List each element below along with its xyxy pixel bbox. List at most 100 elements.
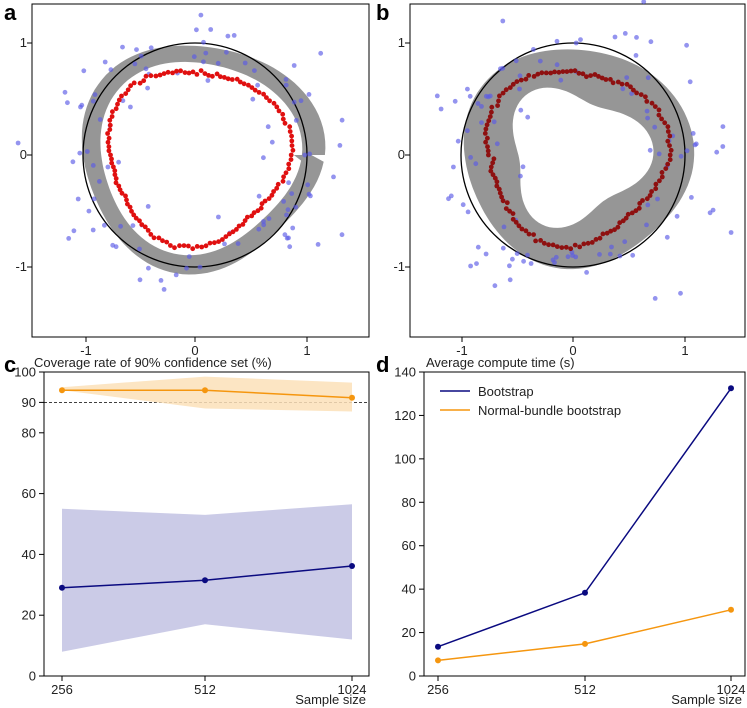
panel-a-xtick-1: 1: [303, 343, 310, 358]
pc-plot-band-1: [62, 376, 352, 412]
pa-sample-point: [137, 246, 142, 252]
pb-estimate-point: [507, 85, 513, 90]
pb-sample-point: [645, 202, 651, 208]
pa-sample-point: [291, 99, 297, 105]
pa-estimate-point: [218, 74, 223, 80]
pa-estimate-point: [128, 83, 134, 89]
pb-estimate-point: [500, 198, 506, 204]
pb-sample-point: [475, 244, 481, 250]
pb-sample-point: [645, 115, 650, 121]
pa-sample-point: [105, 164, 111, 170]
pb-estimate-point: [647, 193, 653, 198]
pa-sample-point: [306, 191, 312, 197]
pb-estimate-point: [659, 170, 665, 175]
pb-sample-point: [487, 93, 493, 99]
panel-d: d Average compute time (s) 0 20 40 60 80 100 1…: [376, 352, 746, 707]
pa-estimate-point: [160, 238, 165, 244]
pb-estimate-point: [597, 235, 603, 241]
pb-estimate-point: [649, 189, 654, 194]
pa-sample-point: [293, 204, 299, 210]
pa-estimate-point: [112, 172, 118, 178]
pa-sample-point: [281, 199, 286, 204]
panel-d-plot: 0 20 40 60 80 100 120 140 256 512 1024: [394, 365, 745, 698]
pa-sample-point: [137, 277, 143, 283]
pb-estimate-point: [526, 231, 532, 237]
pa-estimate-point: [220, 237, 225, 242]
pa-estimate-point: [123, 193, 128, 199]
pb-estimate-point: [497, 93, 502, 99]
pb-estimate-point: [572, 68, 578, 74]
pb-estimate-point: [510, 211, 516, 217]
pb-estimate-point: [490, 160, 496, 166]
pa-sample-point: [62, 89, 68, 95]
pb-sample-point: [452, 98, 458, 104]
pa-estimate-point: [237, 79, 243, 85]
pd-plot-series-point-0: [582, 589, 588, 596]
pd-plot-ytick-label: 80: [402, 495, 416, 510]
pb-sample-point: [578, 37, 583, 42]
pa-sample-point: [225, 33, 231, 39]
pa-sample-point: [331, 174, 336, 180]
pa-estimate-point: [281, 174, 286, 180]
pa-sample-point: [81, 68, 87, 74]
pa-sample-point: [108, 67, 114, 73]
panel-b-ytick-0: 0: [398, 147, 405, 162]
pb-estimate-point: [608, 77, 613, 82]
pa-estimate-point: [186, 70, 192, 76]
pa-sample-point: [298, 98, 304, 104]
pa-estimate-point: [119, 93, 124, 99]
pa-sample-point: [65, 100, 70, 106]
pa-estimate-point: [119, 190, 125, 196]
pb-estimate-point: [486, 152, 491, 158]
pa-sample-point: [306, 92, 312, 97]
pb-estimate-point: [667, 152, 673, 158]
pb-estimate-point: [596, 74, 601, 79]
pb-estimate-point: [488, 164, 494, 170]
pc-plot-ytick-label: 20: [22, 608, 36, 623]
pb-sample-point: [460, 202, 466, 208]
pa-sample-point: [287, 244, 293, 250]
pb-estimate-point: [489, 104, 495, 110]
pb-estimate-point: [486, 118, 492, 124]
pb-estimate-point: [633, 208, 639, 214]
pc-plot-ytick-label: 40: [22, 547, 36, 562]
panel-b-estimate-points: [482, 68, 674, 252]
pa-estimate-point: [269, 192, 275, 198]
pb-sample-point: [468, 263, 473, 269]
pb-estimate-point: [665, 161, 671, 167]
pb-estimate-point: [657, 178, 662, 184]
pa-sample-point: [269, 139, 275, 145]
pb-estimate-point: [656, 107, 662, 113]
pb-estimate-point: [665, 129, 671, 134]
pa-estimate-point: [199, 244, 205, 250]
pd-plot-ytick-label: 20: [402, 625, 416, 640]
pa-sample-point: [120, 44, 125, 50]
pa-estimate-point: [131, 80, 137, 86]
pa-sample-point: [77, 150, 83, 156]
pa-estimate-point: [113, 106, 119, 112]
pb-estimate-point: [644, 99, 650, 104]
pb-sample-point: [500, 245, 506, 251]
pb-estimate-point: [483, 126, 489, 132]
pa-sample-point: [197, 264, 203, 270]
pb-estimate-point: [580, 71, 586, 77]
panel-d-title: Average compute time (s): [426, 355, 575, 370]
pa-estimate-point: [137, 218, 142, 224]
pb-sample-point: [664, 234, 670, 240]
pa-estimate-point: [262, 198, 268, 204]
panel-c: c Coverage rate of 90% confidence set (%…: [4, 352, 370, 707]
pa-estimate-point: [105, 131, 110, 136]
pa-estimate-point: [161, 71, 167, 76]
pa-sample-point: [158, 278, 164, 283]
pc-plot-series-point-0: [59, 584, 65, 591]
pa-sample-point: [216, 214, 221, 220]
pb-sample-point: [644, 222, 649, 228]
pa-estimate-point: [106, 144, 112, 150]
pa-sample-point: [250, 96, 256, 102]
pc-plot-series-point-0: [202, 577, 208, 584]
pb-sample-point: [569, 249, 575, 255]
pa-estimate-point: [113, 180, 119, 186]
pa-estimate-point: [105, 139, 111, 145]
pa-estimate-point: [230, 229, 236, 235]
pa-estimate-point: [111, 164, 116, 170]
